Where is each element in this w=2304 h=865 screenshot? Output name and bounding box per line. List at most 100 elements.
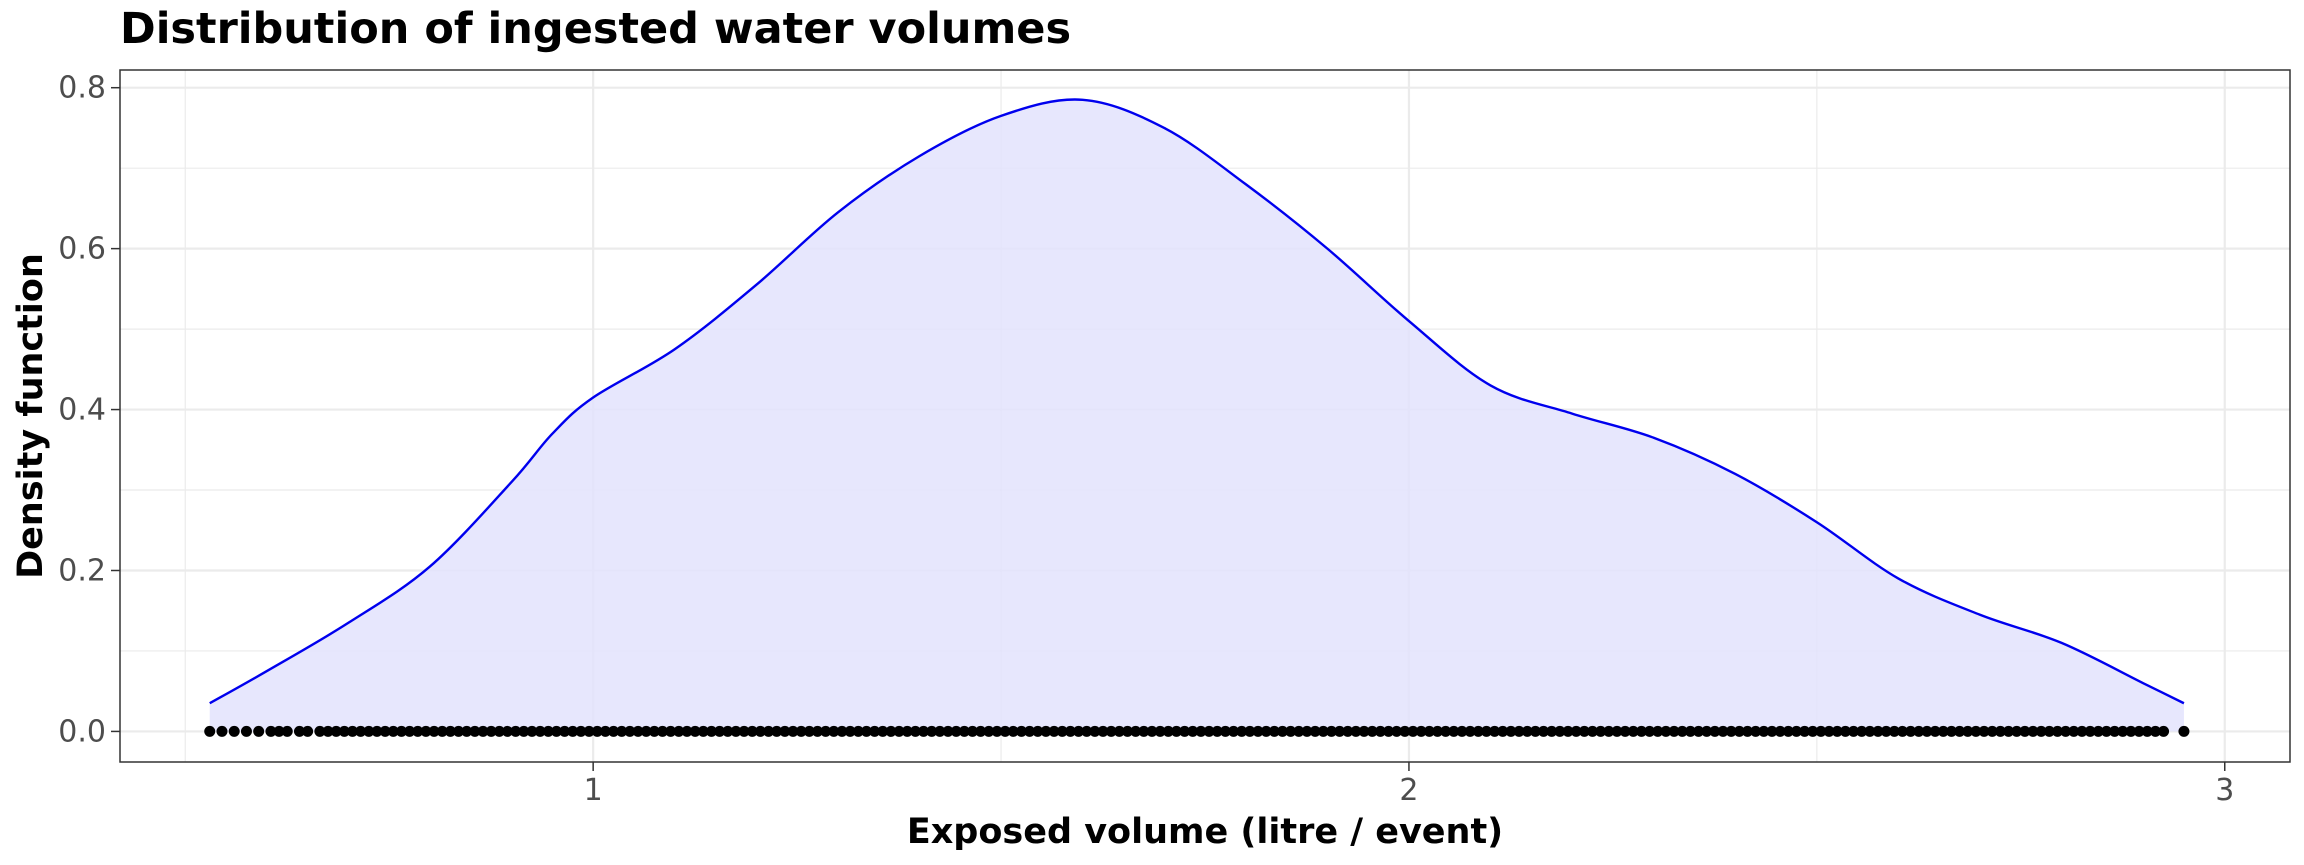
rug-point [355,725,367,737]
rug-point [1774,725,1786,737]
rug-point [2035,725,2047,737]
rug-point [738,725,750,737]
rug-point [1268,725,1280,737]
rug-point [860,725,872,737]
rug-point [1668,725,1680,737]
rug-point [228,725,240,737]
rug-point [2019,725,2031,737]
rug-point [624,725,636,737]
rug-point [2109,725,2121,737]
rug-point [1073,725,1085,737]
y-axis-title: Density function [11,253,51,579]
rug-point [1366,725,1378,737]
density-fill [209,99,2184,732]
rug-point [1905,725,1917,737]
rug-point [1032,725,1044,737]
rug-point [1913,725,1925,737]
rug-point [1309,725,1321,737]
rug-point [1864,725,1876,737]
rug-point [330,725,342,737]
rug-point [1733,725,1745,737]
rug-point [1717,725,1729,737]
rug-point [1897,725,1908,737]
rug-point [1831,725,1843,737]
rug-point [1187,725,1199,737]
rug-point [1627,725,1639,737]
rug-point [1211,725,1223,737]
rug-point [812,725,823,737]
rug-point [1015,725,1027,737]
rug-point [909,725,921,737]
rug-point [1342,725,1354,737]
rug-point [926,725,938,737]
rug-point [754,725,766,737]
rug-point [1709,725,1721,737]
rug-point [371,725,383,737]
rug-point [1880,725,1892,737]
rug-point [1603,725,1615,737]
x-tick-label: 1 [584,773,603,808]
rug-point [1929,725,1941,737]
rug-point [1203,725,1215,737]
rug-point [1815,725,1827,737]
rug-point [314,725,326,737]
rug-point [983,725,995,737]
rug-point [1693,725,1705,737]
rug-point [1529,725,1541,737]
rug-point [1937,725,1949,737]
rug-point [1872,725,1884,737]
rug-point [1472,725,1484,737]
rug-point [1293,725,1305,737]
rug-point [575,725,587,737]
rug-point [1978,725,1990,737]
rug-point [934,725,946,737]
rug-point [1807,725,1819,737]
rug-point [240,725,252,737]
rug-point [485,725,497,737]
rug-point [657,725,668,737]
rug-point [697,725,709,737]
rug-point [1089,725,1101,737]
rug-point [204,725,216,737]
rug-point [1725,725,1737,737]
rug-point [869,725,881,737]
rug-point [1505,725,1517,737]
rug-point [412,725,424,737]
rug-points-layer [204,725,2190,737]
y-tick-label: 0.2 [58,553,106,588]
rug-point [689,725,701,737]
rug-point [1399,725,1411,737]
rug-point [942,725,954,737]
rug-point [1562,725,1574,737]
rug-point [730,725,742,737]
rug-point [1325,725,1337,737]
rug-point [1154,725,1166,737]
y-tick-label: 0.4 [58,393,106,428]
rug-point [852,725,864,737]
rug-point [2011,725,2023,737]
rug-point [665,725,677,737]
rug-point [2117,725,2129,737]
rug-point [281,725,293,737]
rug-point [2027,725,2039,737]
rug-point [967,725,978,737]
rug-point [1570,725,1582,737]
rug-point [526,725,538,737]
rug-point [1146,725,1158,737]
rug-point [877,725,889,737]
rug-point [542,725,554,737]
rug-point [1766,725,1778,737]
rug-point [363,725,375,737]
rug-point [1334,725,1346,737]
rug-point [404,725,416,737]
rug-point [518,725,530,737]
rug-point [714,725,726,737]
rug-point [1962,725,1974,737]
rug-point [1521,725,1533,737]
rug-point [1595,725,1607,737]
rug-point [787,725,799,737]
y-tick-label: 0.0 [58,714,106,749]
rug-point [387,725,399,737]
rug-point [1790,725,1802,737]
rug-point [1799,725,1811,737]
